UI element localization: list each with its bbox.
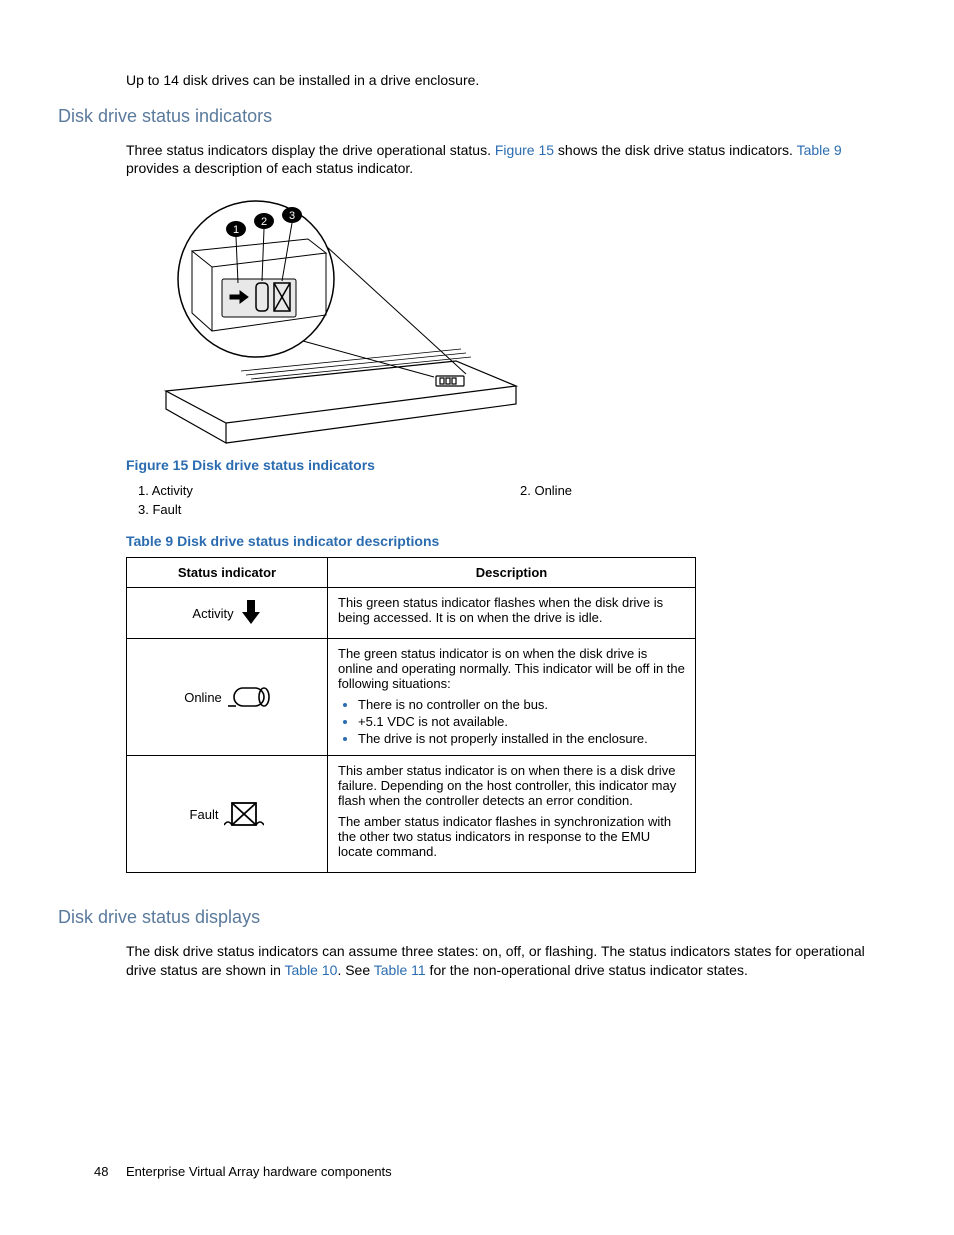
text-fragment: . See: [337, 962, 373, 978]
list-item: The drive is not properly installed in t…: [358, 731, 685, 746]
page-number: 48: [94, 1164, 108, 1179]
table-header: Status indicator: [127, 558, 328, 588]
text-fragment: for the non-operational drive status ind…: [426, 962, 748, 978]
table-row: Online The green status indicator is on …: [127, 639, 696, 756]
section-heading-indicators: Disk drive status indicators: [58, 106, 882, 127]
text-fragment: provides a description of each status in…: [126, 160, 413, 176]
table-11-link[interactable]: Table 11: [374, 962, 426, 978]
table-9-link[interactable]: Table 9: [797, 142, 842, 158]
figure-caption: Figure 15 Disk drive status indicators: [126, 457, 882, 473]
legend-item: 3. Fault: [138, 502, 500, 517]
description-text: The amber status indicator flashes in sy…: [338, 814, 685, 859]
indicator-label: Online: [184, 690, 222, 705]
indicator-label: Fault: [190, 807, 219, 822]
description-text: This green status indicator flashes when…: [338, 595, 685, 625]
section1-paragraph: Three status indicators display the driv…: [126, 141, 882, 177]
document-page: Up to 14 disk drives can be installed in…: [0, 0, 954, 1235]
text-fragment: Three status indicators display the driv…: [126, 142, 495, 158]
description-text: The green status indicator is on when th…: [338, 646, 685, 691]
svg-text:2: 2: [261, 216, 267, 228]
text-fragment: shows the disk drive status indicators.: [554, 142, 797, 158]
section2-paragraph: The disk drive status indicators can ass…: [126, 942, 882, 978]
legend-item: 2. Online: [520, 483, 882, 498]
svg-text:1: 1: [233, 224, 239, 236]
table-row: Fault This amber status indicator is on …: [127, 756, 696, 873]
legend-item: 1. Activity: [138, 483, 500, 498]
table-row: Activity This green status indicator fla…: [127, 588, 696, 639]
table-header: Description: [328, 558, 696, 588]
list-item: There is no controller on the bus.: [358, 697, 685, 712]
bullet-list: There is no controller on the bus. +5.1 …: [338, 697, 685, 746]
description-text: This amber status indicator is on when t…: [338, 763, 685, 808]
disk-drive-diagram-icon: 1 2 3: [126, 191, 526, 449]
online-cylinder-icon: [228, 686, 270, 708]
table-caption: Table 9 Disk drive status indicator desc…: [126, 533, 882, 549]
svg-text:3: 3: [289, 210, 295, 222]
figure-15-link[interactable]: Figure 15: [495, 142, 554, 158]
list-item: +5.1 VDC is not available.: [358, 714, 685, 729]
figure-legend: 1. Activity 2. Online 3. Fault: [138, 483, 882, 517]
indicator-label: Activity: [192, 606, 233, 621]
status-indicator-table: Status indicator Description Activity Th…: [126, 557, 696, 873]
section-heading-displays: Disk drive status displays: [58, 907, 882, 928]
intro-text: Up to 14 disk drives can be installed in…: [126, 72, 882, 88]
footer-text: Enterprise Virtual Array hardware compon…: [126, 1164, 392, 1179]
table-10-link[interactable]: Table 10: [285, 962, 338, 978]
fault-icon: [224, 801, 264, 827]
activity-arrow-icon: [240, 600, 262, 626]
figure-15-image: 1 2 3: [126, 191, 526, 449]
